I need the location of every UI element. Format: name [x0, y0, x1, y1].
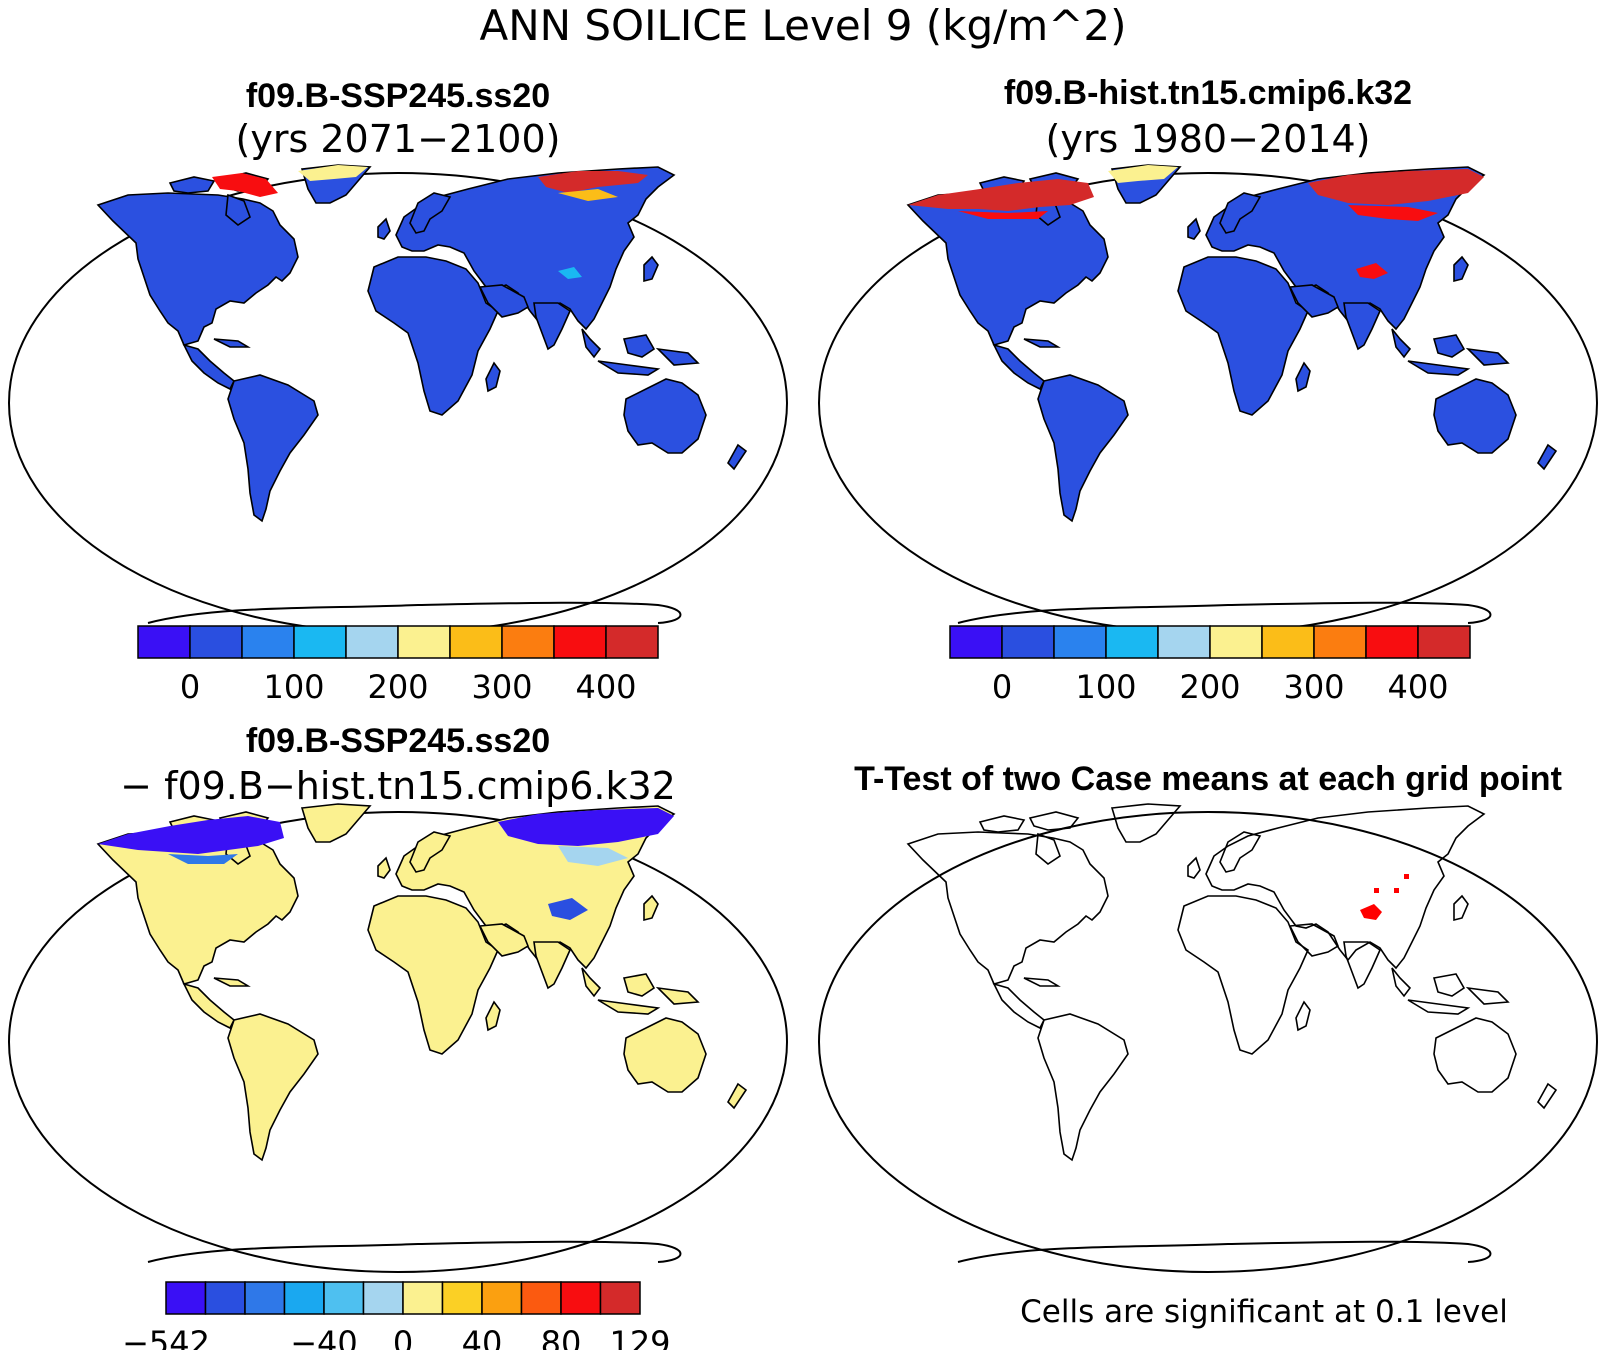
panel-case2-subtitle: (yrs 1980−2014): [1046, 117, 1371, 161]
cb-case1-box: [189, 625, 243, 659]
cb-diff-box: [283, 1281, 325, 1315]
cb-case2-box: [1209, 625, 1263, 659]
cb-diff-box: [481, 1281, 523, 1315]
panel-case1-subtitle: (yrs 2071−2100): [236, 117, 561, 161]
cb-case1-label: 400: [575, 668, 636, 706]
panel-diff-subtitle: − f09.B−hist.tn15.cmip6.k32: [120, 764, 676, 808]
cb-diff-label: −542: [122, 1324, 210, 1350]
cb-diff-box: [599, 1281, 641, 1315]
cb-case1-box: [293, 625, 347, 659]
cb-case1-box: [501, 625, 555, 659]
cb-case1-box: [553, 625, 607, 659]
cb-diff-label: 0: [393, 1324, 413, 1350]
colorbar-case1: 0 100 200 300 400: [137, 625, 659, 706]
figure-title: ANN SOILICE Level 9 (kg/m^2): [479, 1, 1126, 50]
cb-diff-box: [402, 1281, 444, 1315]
cb-diff-box: [362, 1281, 404, 1315]
panel-diff-siberia-neg: [498, 808, 674, 846]
panel-case2-greenland-edge: [1108, 165, 1178, 183]
panel-case2-siberia-edge: [1348, 205, 1438, 221]
panel-ttest-title: T-Test of two Case means at each grid po…: [854, 760, 1562, 798]
cb-diff-box: [560, 1281, 602, 1315]
cb-diff-label: 129: [609, 1324, 670, 1350]
cb-case1-label: 200: [367, 668, 428, 706]
colorbar-diff: −542 −40 0 40 80 129: [122, 1281, 671, 1350]
cb-case2-label: 200: [1179, 668, 1240, 706]
panel-case2-tibet: [1356, 263, 1388, 279]
panel-ttest-significant-cell: [1374, 888, 1379, 893]
panel-diff-canada-edge: [168, 854, 238, 864]
panel-case1-tibet: [558, 267, 582, 279]
cb-diff-box: [165, 1281, 207, 1315]
cb-case1-label: 100: [263, 668, 324, 706]
cb-case2-box: [1157, 625, 1211, 659]
cb-case2-box: [1105, 625, 1159, 659]
cb-case1-box: [345, 625, 399, 659]
cb-case2-box: [1261, 625, 1315, 659]
panel-diff-title: f09.B-SSP245.ss20: [246, 722, 550, 760]
panel-ttest-significant-cell: [1394, 888, 1399, 893]
cb-diff-box: [244, 1281, 286, 1315]
panel-diff-canada-neg: [98, 816, 284, 854]
cb-case1-box: [241, 625, 295, 659]
panel-case1-siberia-high: [538, 171, 648, 193]
cb-diff-box: [441, 1281, 483, 1315]
cb-case2-box: [1417, 625, 1471, 659]
cb-diff-label: 80: [541, 1324, 582, 1350]
panel-ttest-significant-cell: [1404, 874, 1409, 879]
panel-case2: f09.B-hist.tn15.cmip6.k32 (yrs 1980−2014…: [818, 74, 1598, 634]
panel-case1: f09.B-SSP245.ss20 (yrs 2071−2100): [8, 77, 788, 634]
colorbar-case2: 0 100 200 300 400: [949, 625, 1471, 706]
panel-ttest-significant-cells: [1360, 904, 1382, 920]
cb-case2-box: [1313, 625, 1367, 659]
panel-case1-greenland-edge: [298, 165, 368, 181]
cb-case1-label: 300: [471, 668, 532, 706]
panel-diff: f09.B-SSP245.ss20 − f09.B−hist.tn15.cmip…: [8, 722, 788, 1273]
cb-case1-box: [137, 625, 191, 659]
panel-case2-siberia-high: [1308, 169, 1484, 205]
cb-case2-label: 400: [1387, 668, 1448, 706]
cb-case1-box: [397, 625, 451, 659]
panel-case2-title: f09.B-hist.tn15.cmip6.k32: [1004, 74, 1412, 112]
panel-diff-siberia-edge: [558, 846, 628, 866]
cb-case1-box: [605, 625, 659, 659]
panel-case1-title: f09.B-SSP245.ss20: [246, 77, 550, 115]
panel-case2-canada-edge: [958, 211, 1048, 219]
cb-case2-box: [1001, 625, 1055, 659]
cb-diff-label: 40: [462, 1324, 503, 1350]
panel-ttest: T-Test of two Case means at each grid po…: [818, 760, 1598, 1330]
cb-diff-box: [323, 1281, 365, 1315]
panel-diff-tibet: [548, 898, 588, 920]
cb-case2-label: 300: [1283, 668, 1344, 706]
cb-diff-box: [520, 1281, 562, 1315]
panel-case1-arctic-high: [212, 173, 278, 197]
cb-case2-box: [1053, 625, 1107, 659]
cb-case2-box: [949, 625, 1003, 659]
cb-case2-box: [1365, 625, 1419, 659]
cb-diff-box: [204, 1281, 246, 1315]
panel-case2-canada-high: [908, 179, 1094, 211]
cb-diff-label: −40: [290, 1324, 358, 1350]
ttest-note: Cells are significant at 0.1 level: [1020, 1294, 1508, 1330]
panel-case1-siberia-edge: [558, 189, 618, 201]
cb-case1-label: 0: [180, 668, 200, 706]
panel-ttest-map-frame: [818, 811, 1598, 1273]
cb-case2-label: 0: [992, 668, 1012, 706]
cb-case2-label: 100: [1075, 668, 1136, 706]
cb-case1-box: [449, 625, 503, 659]
